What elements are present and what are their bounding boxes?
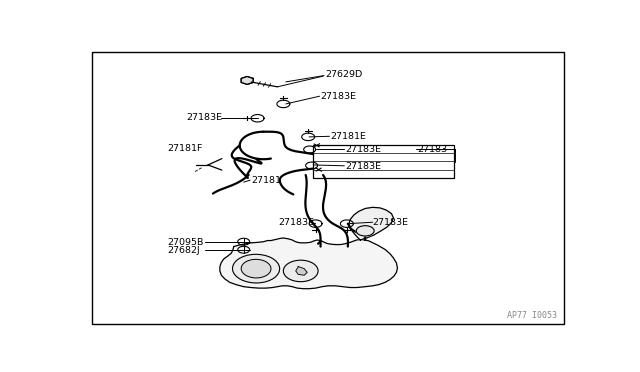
Ellipse shape <box>284 260 318 282</box>
Text: 27183E: 27183E <box>321 92 356 101</box>
Text: 27181: 27181 <box>251 176 281 185</box>
Polygon shape <box>220 238 397 289</box>
Text: 27183E: 27183E <box>372 218 409 227</box>
Text: 27682J: 27682J <box>167 246 200 255</box>
Text: 27183E: 27183E <box>278 218 314 227</box>
Polygon shape <box>241 76 253 84</box>
Text: 27629D: 27629D <box>326 70 363 79</box>
Ellipse shape <box>241 259 271 278</box>
Text: 27181F: 27181F <box>167 144 202 153</box>
Text: 27183E: 27183E <box>346 162 381 171</box>
Text: 27181E: 27181E <box>330 132 366 141</box>
Text: 27183E: 27183E <box>346 145 381 154</box>
Polygon shape <box>349 207 394 240</box>
Text: AP77 I0053: AP77 I0053 <box>507 311 557 320</box>
Text: 27183E: 27183E <box>187 113 223 122</box>
Polygon shape <box>296 267 307 275</box>
Text: 27183: 27183 <box>417 145 447 154</box>
Text: 27095B: 27095B <box>167 238 203 247</box>
Circle shape <box>356 226 374 236</box>
Ellipse shape <box>232 254 280 283</box>
Bar <box>313 145 454 178</box>
